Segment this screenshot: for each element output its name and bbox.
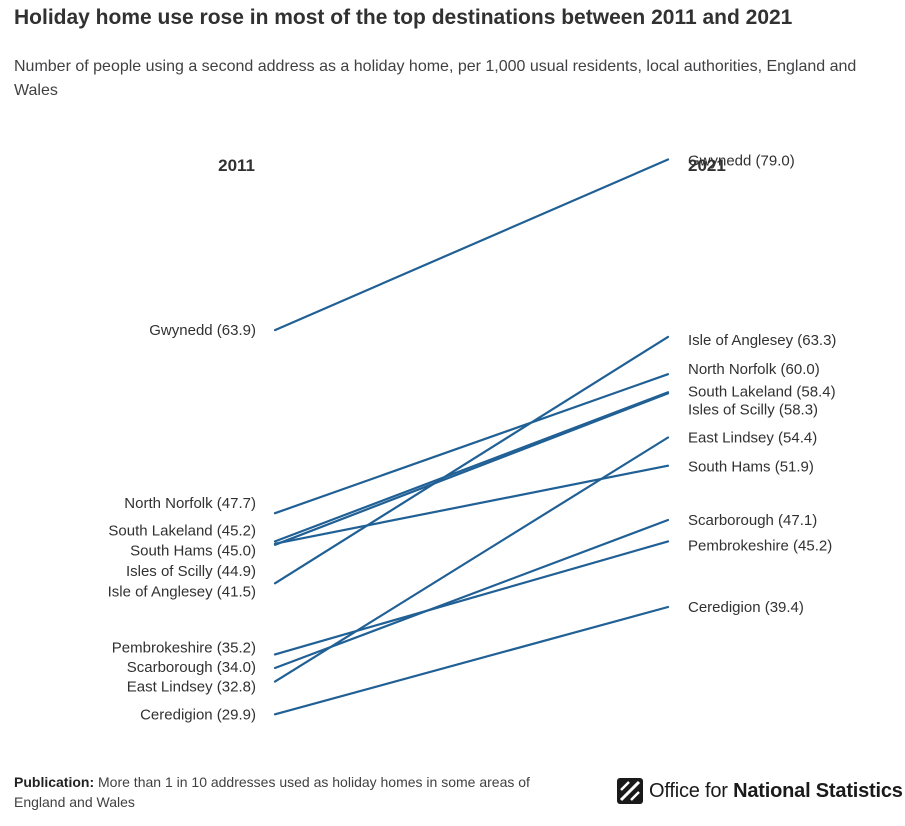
year-label-2021: 2021	[688, 156, 726, 175]
series-line-south-lakeland	[273, 391, 670, 543]
label-2011-isle-of-anglesey: Isle of Anglesey (41.5)	[108, 583, 256, 600]
ons-wordmark-bold: National Statistics	[733, 779, 903, 802]
ons-wordmark: Office for National Statistics	[649, 780, 903, 803]
series-line-scarborough	[273, 518, 670, 670]
label-2011-south-lakeland: South Lakeland (45.2)	[108, 522, 256, 539]
slope-chart: 2011 2021 Gwynedd (63.9) North Norfolk (4…	[108, 153, 837, 724]
series-line-east-lindsey	[273, 436, 670, 683]
label-2021-south-lakeland: South Lakeland (58.4)	[688, 383, 836, 400]
label-2011-scarborough: Scarborough (34.0)	[127, 659, 256, 676]
label-2011-east-lindsey: East Lindsey (32.8)	[127, 679, 256, 696]
ons-logo-icon	[617, 778, 643, 804]
label-2011-pembrokeshire: Pembrokeshire (35.2)	[112, 639, 256, 656]
publication-note: Publication: More than 1 in 10 addresses…	[14, 772, 574, 812]
label-2011-south-hams: South Hams (45.0)	[130, 543, 256, 560]
label-2021-isle-of-anglesey: Isle of Anglesey (63.3)	[688, 332, 836, 349]
series-lines	[273, 158, 670, 716]
series-line-isles-of-scilly	[273, 392, 670, 546]
series-line-isle-of-anglesey	[273, 335, 670, 585]
label-2021-scarborough: Scarborough (47.1)	[688, 512, 817, 529]
label-2021-east-lindsey: East Lindsey (54.4)	[688, 430, 817, 447]
series-line-pembrokeshire	[273, 540, 670, 656]
label-2021-pembrokeshire: Pembrokeshire (45.2)	[688, 537, 832, 554]
series-line-north-norfolk	[273, 373, 670, 515]
label-2021-gwynedd: Gwynedd (79.0)	[688, 153, 795, 170]
labels-2011: Gwynedd (63.9) North Norfolk (47.7) South …	[108, 322, 256, 723]
label-2021-north-norfolk: North Norfolk (60.0)	[688, 361, 820, 378]
label-2011-isles-of-scilly: Isles of Scilly (44.9)	[126, 563, 256, 580]
label-2011-ceredigion: Ceredigion (29.9)	[140, 706, 256, 723]
label-2021-isles-of-scilly: Isles of Scilly (58.3)	[688, 401, 818, 418]
year-label-2011: 2011	[218, 156, 255, 175]
label-2021-south-hams: South Hams (51.9)	[688, 459, 814, 476]
labels-2021: Gwynedd (79.0) North Norfolk (60.0) South …	[688, 153, 836, 617]
ons-wordmark-prefix: Office for	[649, 779, 728, 802]
series-line-ceredigion	[273, 605, 670, 716]
publication-label: Publication:	[14, 774, 95, 790]
label-2011-north-norfolk: North Norfolk (47.7)	[124, 495, 256, 512]
label-2021-ceredigion: Ceredigion (39.4)	[688, 599, 804, 616]
label-2011-gwynedd: Gwynedd (63.9)	[149, 322, 256, 339]
publication-link[interactable]: More than 1 in 10 addresses used as holi…	[14, 774, 530, 810]
series-line-south-hams	[273, 464, 670, 545]
series-line-gwynedd	[273, 158, 670, 332]
ons-brand[interactable]: Office for National Statistics	[617, 776, 903, 806]
chart-subtitle: Number of people using a second address …	[14, 58, 857, 99]
chart-title: Holiday home use rose in most of the top…	[14, 6, 793, 29]
